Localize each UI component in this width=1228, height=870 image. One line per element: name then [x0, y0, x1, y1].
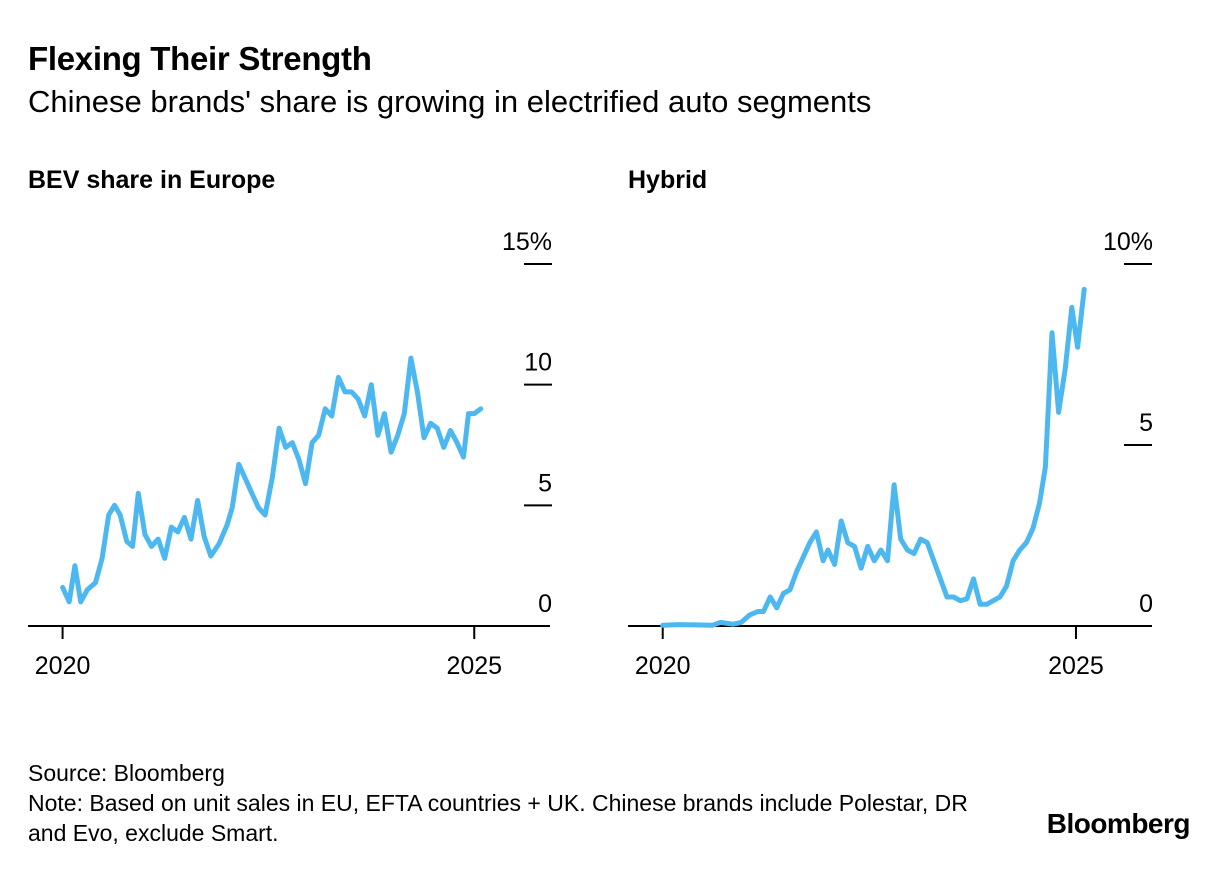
hybrid-y-tick-label: 0: [1139, 590, 1153, 618]
bev-y-tick-label: 15%: [502, 228, 552, 256]
hybrid-share-series-line: [660, 286, 1087, 628]
bev-x-tick-label: 2025: [446, 652, 502, 680]
bev-y-tick-label: 10: [524, 349, 552, 377]
bev-panel-title: BEV share in Europe: [28, 166, 276, 194]
bev-x-tick-label: 2020: [35, 652, 91, 680]
chart-title: Flexing Their Strength: [28, 40, 372, 77]
bev-y-tick-label: 0: [538, 590, 552, 618]
hybrid-x-tick-label: 2025: [1048, 652, 1104, 680]
bev-y-tick-label: 5: [538, 469, 552, 497]
hybrid-share-chart: 0 5 10% 2020 2025: [628, 228, 1153, 680]
bloomberg-logo: Bloomberg: [1046, 808, 1191, 839]
bev-share-chart: 0 5 10 15% 2020 2025: [28, 228, 552, 680]
hybrid-x-tick-label: 2020: [635, 652, 691, 680]
chart-subtitle: Chinese brands' share is growing in elec…: [28, 84, 872, 119]
hybrid-y-tick-label: 10%: [1103, 228, 1153, 256]
footnote: Note: Based on unit sales in EU, EFTA co…: [28, 790, 968, 846]
hybrid-panel-title: Hybrid: [628, 166, 708, 194]
source-note: Source: Bloomberg: [28, 760, 225, 786]
hybrid-y-tick-label: 5: [1139, 409, 1153, 437]
bev-share-series-line: [60, 355, 484, 605]
